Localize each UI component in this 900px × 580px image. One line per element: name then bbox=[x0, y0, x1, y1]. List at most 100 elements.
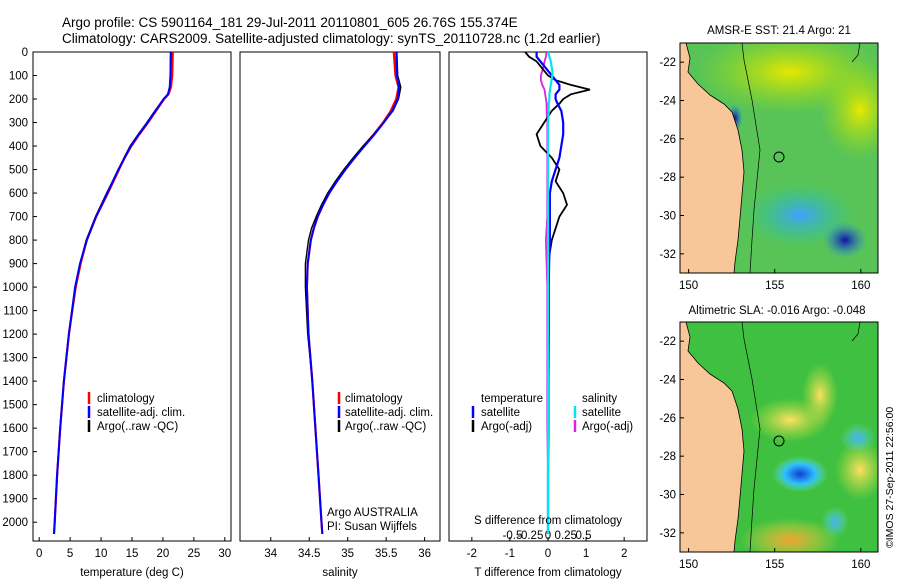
x-tick-label: 34.5 bbox=[298, 548, 320, 560]
sla-map-title: Altimetric SLA: -0.016 Argo: -0.048 bbox=[688, 305, 865, 317]
map-y-tick-label: -32 bbox=[659, 528, 676, 540]
depth-tick-label: 1800 bbox=[2, 470, 28, 482]
s-tick-label: -0.25 bbox=[517, 530, 543, 542]
temperature-x-label: temperature (deg C) bbox=[80, 567, 184, 579]
depth-tick-label: 1000 bbox=[2, 282, 28, 294]
map-y-tick-label: -24 bbox=[659, 375, 676, 387]
temperature-line-1 bbox=[53, 51, 172, 534]
legend-label-argo: Argo(..raw -QC) bbox=[97, 421, 178, 433]
map-y-tick-label: -30 bbox=[659, 490, 676, 502]
depth-tick-label: 1100 bbox=[3, 306, 28, 318]
legend-label-t-argo: Argo(-adj) bbox=[481, 421, 532, 433]
depth-tick-label: 900 bbox=[9, 259, 28, 271]
depth-tick-label: 800 bbox=[9, 235, 28, 247]
depth-tick-label: 1600 bbox=[2, 423, 28, 435]
depth-tick-label: 1400 bbox=[2, 376, 28, 388]
title-line-1: Argo profile: CS 5901164_181 29-Jul-2011… bbox=[62, 15, 518, 30]
t-difference-x-label: T difference from climatology bbox=[474, 567, 621, 579]
sla-map-axes: 150 155 160 -22 -24 -26 -28 -30 -32 bbox=[659, 336, 870, 571]
sst-map-axes: 150 155 160 -22 -24 -26 -28 -30 -32 bbox=[659, 57, 870, 292]
map-y-tick-label: -24 bbox=[659, 96, 676, 108]
annotation-pi: PI: Susan Wijffels bbox=[327, 521, 417, 533]
map-y-tick-label: -28 bbox=[659, 172, 676, 184]
difference-legend: temperature satellite Argo(-adj) salinit… bbox=[471, 393, 633, 433]
salinity-legend: climatology satellite-adj. clim. Argo(..… bbox=[337, 392, 433, 433]
map-x-tick-label: 150 bbox=[679, 559, 698, 571]
depth-tick-label: 1700 bbox=[2, 447, 28, 459]
map-y-tick-label: -26 bbox=[659, 413, 676, 425]
argo-float-marker bbox=[773, 151, 785, 163]
s-tick-label: 0 bbox=[545, 530, 551, 542]
depth-tick-label: 700 bbox=[9, 212, 28, 224]
sla-high-anomaly-west bbox=[750, 398, 830, 442]
sst-bathymetry-contour bbox=[741, 43, 761, 273]
map-y-tick-label: -32 bbox=[659, 249, 676, 261]
sst-map-frame bbox=[679, 42, 879, 274]
x-tick-label: 5 bbox=[67, 548, 73, 560]
depth-tick-label: 1500 bbox=[2, 400, 28, 412]
depth-tick-label: 400 bbox=[9, 141, 28, 153]
sst-warm-region-east bbox=[820, 60, 878, 160]
x-tick-label: -2 bbox=[467, 548, 477, 560]
sst-map-title: AMSR-E SST: 21.4 Argo: 21 bbox=[707, 25, 851, 37]
difference-series bbox=[524, 51, 591, 534]
temperature-x-axis: 0 5 10 15 20 25 30 bbox=[36, 537, 231, 560]
map-x-tick-label: 155 bbox=[765, 559, 784, 571]
temperature-series bbox=[52, 51, 174, 534]
salinity-x-axis: 34 34.5 35 35.5 36 bbox=[264, 537, 431, 560]
x-tick-label: 34 bbox=[264, 548, 277, 560]
sla-peak-anomaly bbox=[740, 518, 840, 552]
annotation-program: Argo AUSTRALIA bbox=[327, 507, 418, 519]
x-tick-label: 36 bbox=[418, 548, 431, 560]
imos-credit: ©IMOS 27-Sep-2011 22:56:00 bbox=[884, 407, 896, 548]
sla-map-frame bbox=[679, 321, 879, 553]
x-tick-label: 20 bbox=[157, 548, 170, 560]
temperature-legend: climatology satellite-adj. clim. Argo(..… bbox=[87, 392, 185, 433]
map-x-tick-label: 155 bbox=[765, 280, 784, 292]
salinity-plot-frame bbox=[239, 51, 441, 542]
argo-float-marker bbox=[773, 435, 785, 447]
sst-reef-contour bbox=[851, 43, 861, 63]
x-tick-label: 1 bbox=[583, 548, 589, 560]
depth-tick-label: 200 bbox=[9, 94, 28, 106]
x-tick-label: 15 bbox=[126, 548, 139, 560]
salinity-series bbox=[304, 51, 402, 534]
sst-cold-eddy bbox=[823, 222, 867, 258]
australia-land bbox=[680, 322, 745, 552]
depth-tick-label: 600 bbox=[9, 188, 28, 200]
sst-map: AMSR-E SST: 21.4 Argo: 21 150 155 160 -22 -2… bbox=[659, 25, 879, 292]
s-difference-x-axis: -0.5-0.25 0 0.250.5 bbox=[503, 530, 592, 542]
legend-label-s-argo: Argo(-adj) bbox=[582, 421, 633, 433]
legend-label-satellite: satellite-adj. clim. bbox=[345, 407, 433, 419]
salinity-panel: 34 34.5 35 35.5 36 climatology satellite-adj… bbox=[239, 51, 441, 579]
legend-title-temperature: temperature bbox=[481, 393, 543, 405]
temperature-panel: 0100200300400500600700800900100011001200… bbox=[2, 47, 453, 579]
map-y-tick-label: -22 bbox=[659, 336, 676, 348]
map-y-tick-label: -28 bbox=[659, 451, 676, 463]
t-difference-x-axis: -2 -1 0 1 2 bbox=[467, 537, 627, 560]
sla-low-anomaly-east bbox=[840, 423, 876, 453]
map-x-tick-label: 160 bbox=[851, 559, 870, 571]
legend-title-salinity: salinity bbox=[582, 393, 617, 405]
sla-low-anomaly-south bbox=[821, 506, 849, 538]
australia-land bbox=[680, 43, 745, 273]
depth-tick-label: 1200 bbox=[2, 329, 28, 341]
depth-tick-label: 0 bbox=[22, 47, 28, 59]
s-tick-label: -0.5 bbox=[503, 530, 523, 542]
difference-panel: -2 -1 0 1 2 -0.5-0.25 0 0.250.5 temperature sa… bbox=[448, 51, 648, 579]
salinity-x-label: salinity bbox=[322, 567, 357, 579]
legend-label-satellite: satellite-adj. clim. bbox=[97, 407, 185, 419]
sla-map: Altimetric SLA: -0.016 Argo: -0.048 150 1… bbox=[659, 305, 879, 571]
depth-tick-label: 100 bbox=[9, 71, 28, 83]
map-y-tick-label: -30 bbox=[659, 211, 676, 223]
depth-tick-label: 300 bbox=[9, 118, 28, 130]
map-x-tick-label: 160 bbox=[851, 280, 870, 292]
map-y-tick-label: -26 bbox=[659, 134, 676, 146]
x-tick-label: 30 bbox=[218, 548, 231, 560]
sla-high-anomaly-east bbox=[835, 440, 878, 500]
legend-label-climatology: climatology bbox=[97, 393, 155, 405]
s-satellite-difference-line bbox=[546, 51, 554, 534]
x-tick-label: 0 bbox=[545, 548, 551, 560]
x-tick-label: -1 bbox=[505, 548, 515, 560]
